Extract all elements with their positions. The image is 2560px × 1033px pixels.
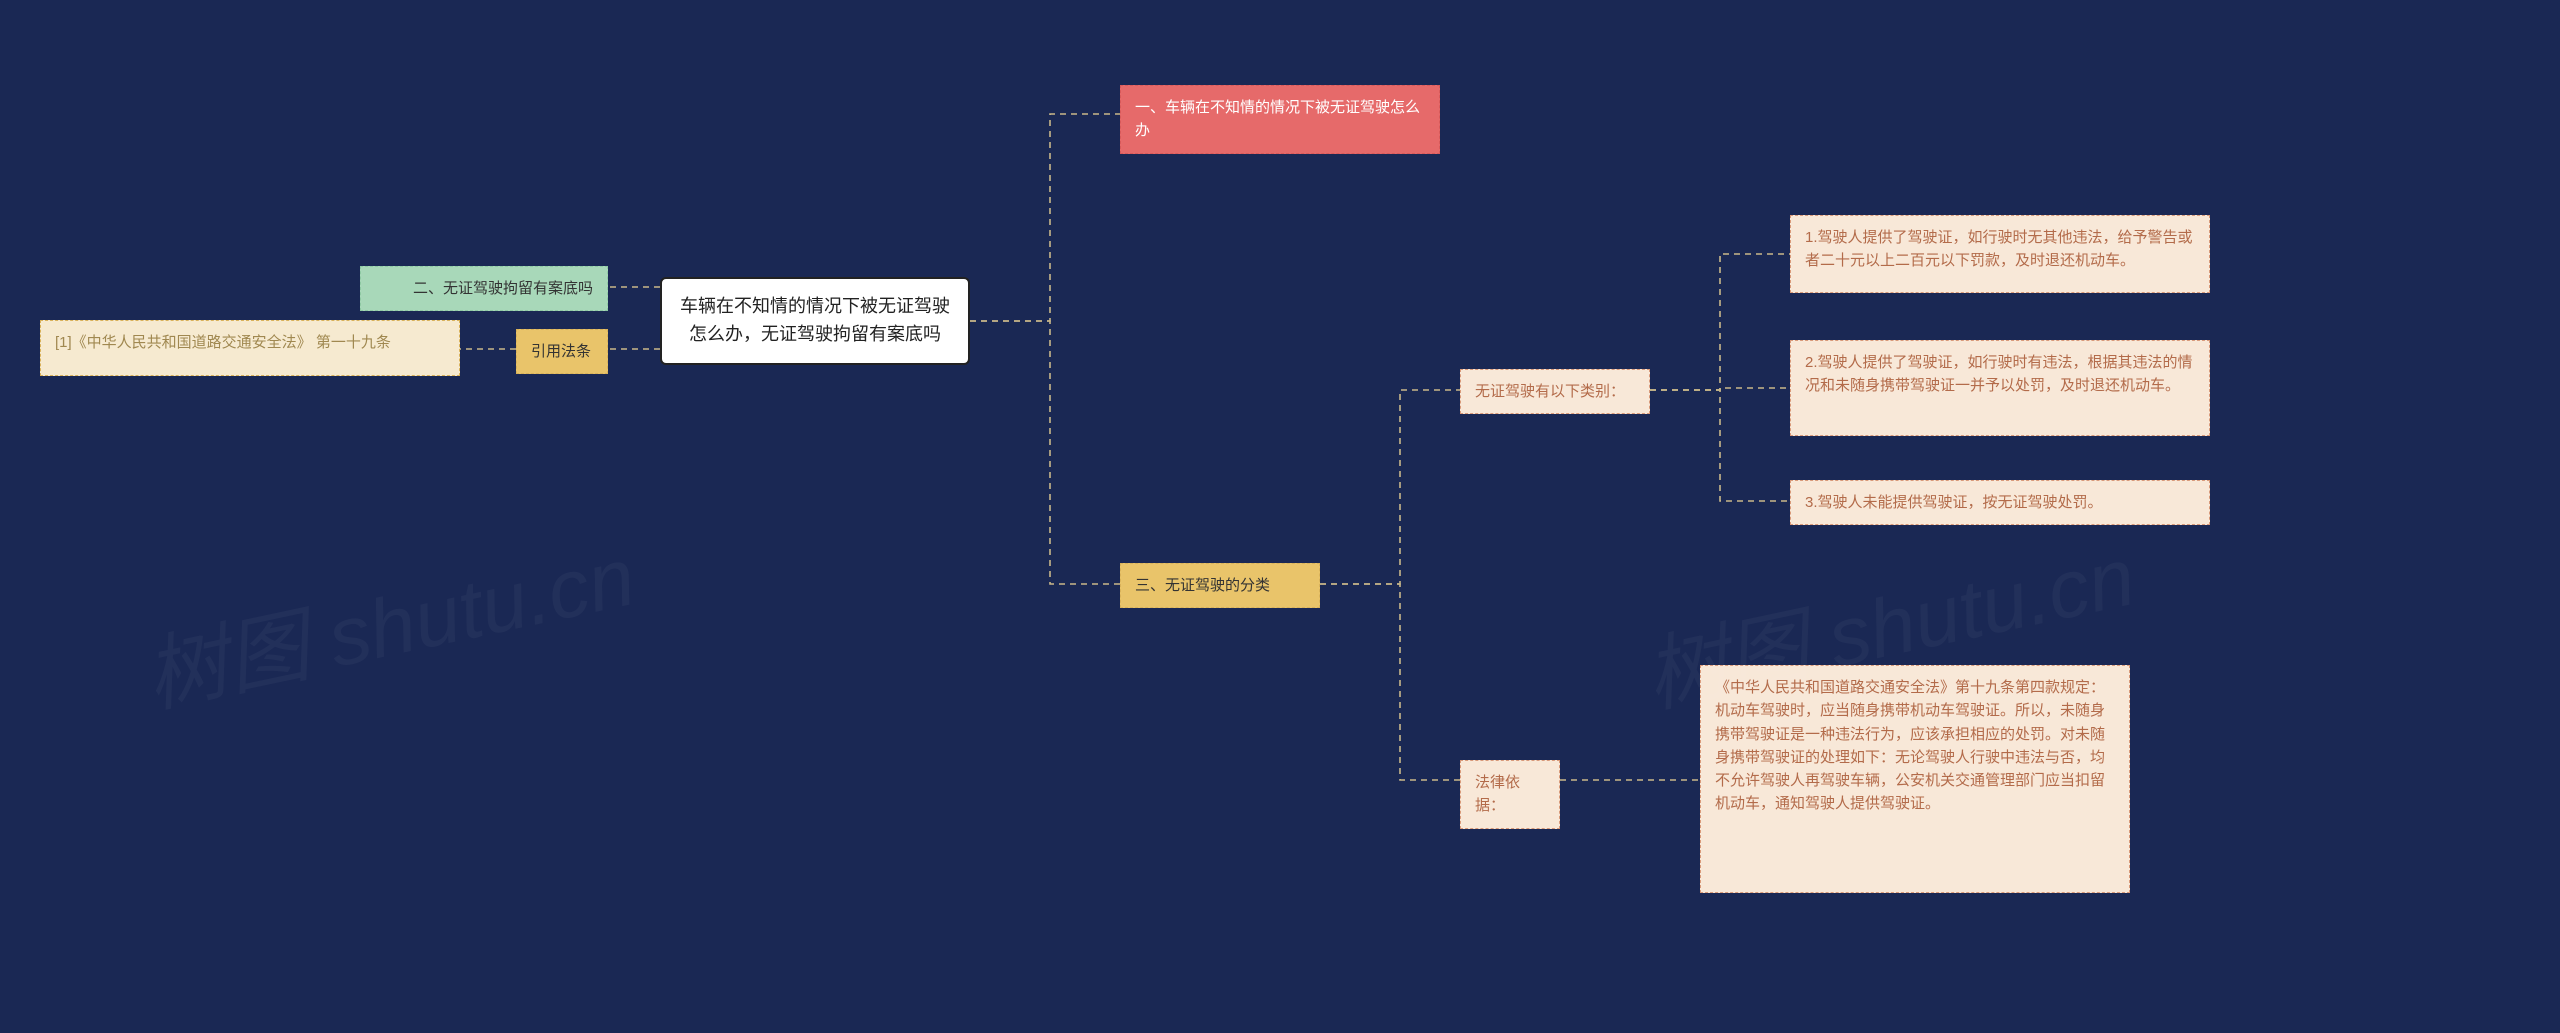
connector-7 xyxy=(1650,254,1790,390)
node-n3a: [1]《中华人民共和国道路交通安全法》 第一十九条 xyxy=(40,320,460,376)
root-node: 车辆在不知情的情况下被无证驾驶怎么办，无证驾驶拘留有案底吗 xyxy=(660,277,970,365)
node-n2: 二、无证驾驶拘留有案底吗 xyxy=(360,266,608,311)
connector-5 xyxy=(1320,390,1460,584)
connector-0 xyxy=(970,114,1120,321)
node-n4a2: 2.驾驶人提供了驾驶证，如行驶时有违法，根据其违法的情况和未随身携带驾驶证一并予… xyxy=(1790,340,2210,436)
node-n4b1: 《中华人民共和国道路交通安全法》第十九条第四款规定：机动车驾驶时，应当随身携带机… xyxy=(1700,665,2130,893)
watermark-0: 树图 shutu.cn xyxy=(133,510,644,730)
node-n4b: 法律依据： xyxy=(1460,760,1560,829)
node-n3: 引用法条 xyxy=(516,329,608,374)
connector-8 xyxy=(1650,388,1790,390)
connector-6 xyxy=(1320,584,1460,780)
node-n4a: 无证驾驶有以下类别： xyxy=(1460,369,1650,414)
node-n4a3: 3.驾驶人未能提供驾驶证，按无证驾驶处罚。 xyxy=(1790,480,2210,525)
connector-1 xyxy=(970,321,1120,584)
connector-9 xyxy=(1650,390,1790,501)
node-n4a1: 1.驾驶人提供了驾驶证，如行驶时无其他违法，给予警告或者二十元以上二百元以下罚款… xyxy=(1790,215,2210,293)
node-n1: 一、车辆在不知情的情况下被无证驾驶怎么办 xyxy=(1120,85,1440,154)
node-n4: 三、无证驾驶的分类 xyxy=(1120,563,1320,608)
